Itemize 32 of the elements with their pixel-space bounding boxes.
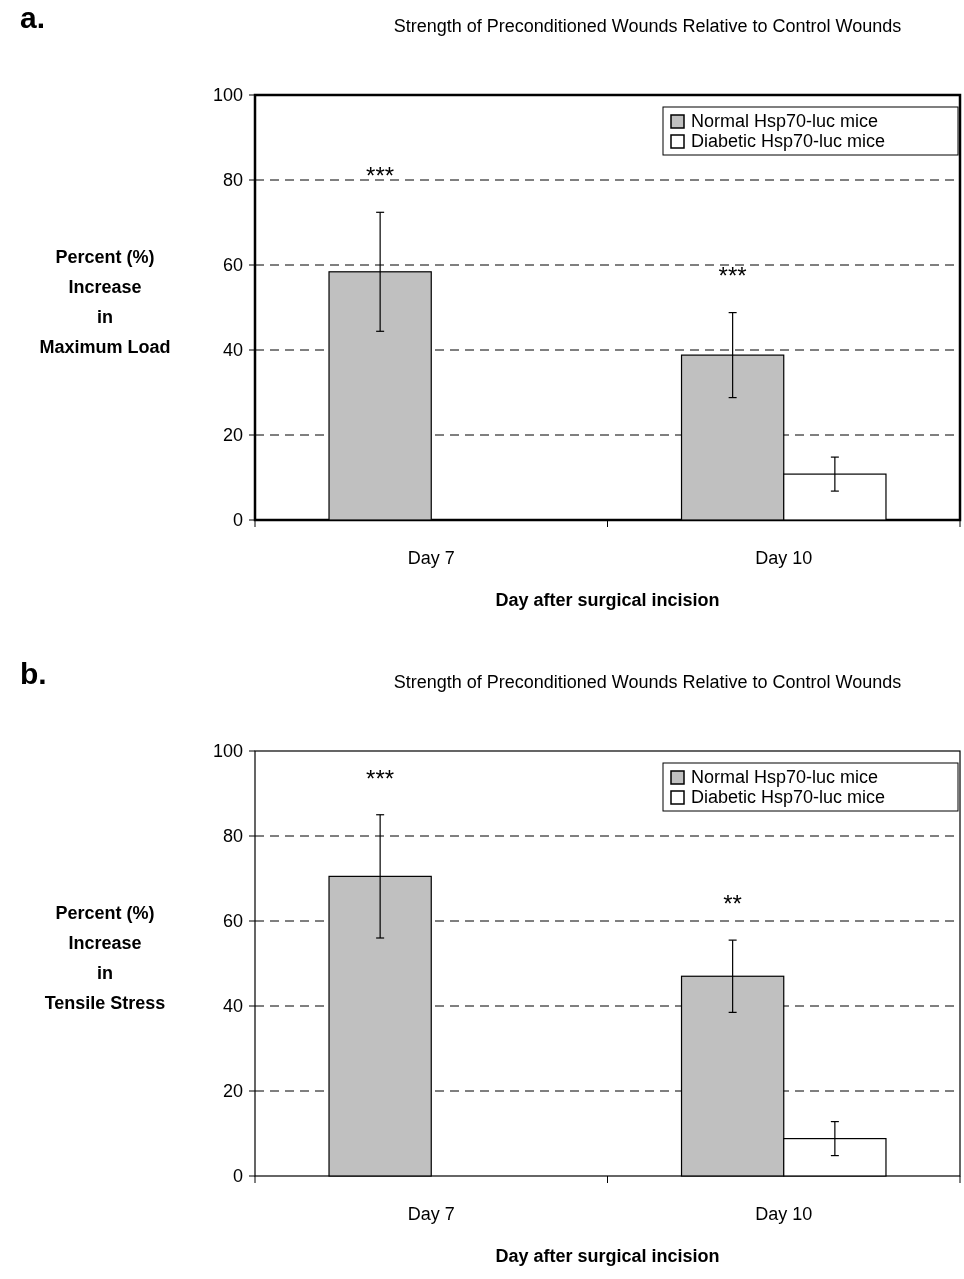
y-tick-label: 20: [222, 1081, 243, 1102]
y-tick-label: 60: [222, 255, 243, 276]
annotation: **: [723, 889, 742, 917]
legend-label: Normal Hsp70-luc mice: [691, 767, 879, 787]
x-tick-label: Day 10: [755, 548, 813, 568]
y-tick-label: 0: [232, 510, 243, 531]
legend-label: Diabetic Hsp70-luc mice: [691, 787, 886, 807]
annotation: ***: [718, 262, 747, 290]
y-tick-label: 0: [232, 1166, 243, 1187]
y-tick-label: 80: [222, 826, 243, 847]
y-tick-label: 40: [222, 340, 243, 361]
y-axis-title: Percent (%) Increase in Maximum Load: [39, 246, 171, 357]
text: b.: [20, 657, 47, 690]
text: a.: [20, 1, 46, 34]
y-tick-label: 100: [212, 741, 243, 762]
x-tick-label: Day 7: [407, 548, 455, 568]
annotation: ***: [366, 764, 395, 792]
legend-label: Diabetic Hsp70-luc mice: [691, 131, 886, 151]
chart-title: Strength of Preconditioned Wounds Relative to Control Wounds: [393, 672, 902, 692]
y-axis-title: Percent (%) Increase in Tensile Stress: [44, 902, 166, 1013]
y-tick-label: 20: [222, 425, 243, 446]
legend-label: Normal Hsp70-luc mice: [691, 111, 879, 131]
y-tick-label: 40: [222, 996, 243, 1017]
annotation: ***: [366, 162, 395, 190]
y-tick-label: 100: [212, 85, 243, 106]
x-axis-title: Day after surgical incision: [495, 590, 720, 610]
x-tick-label: Day 10: [755, 1204, 813, 1224]
x-axis-title: Day after surgical incision: [495, 1246, 720, 1266]
y-tick-label: 80: [222, 170, 243, 191]
x-tick-label: Day 7: [407, 1204, 455, 1224]
y-tick-label: 60: [222, 911, 243, 932]
chart-title: Strength of Preconditioned Wounds Relative to Control Wounds: [393, 16, 902, 36]
